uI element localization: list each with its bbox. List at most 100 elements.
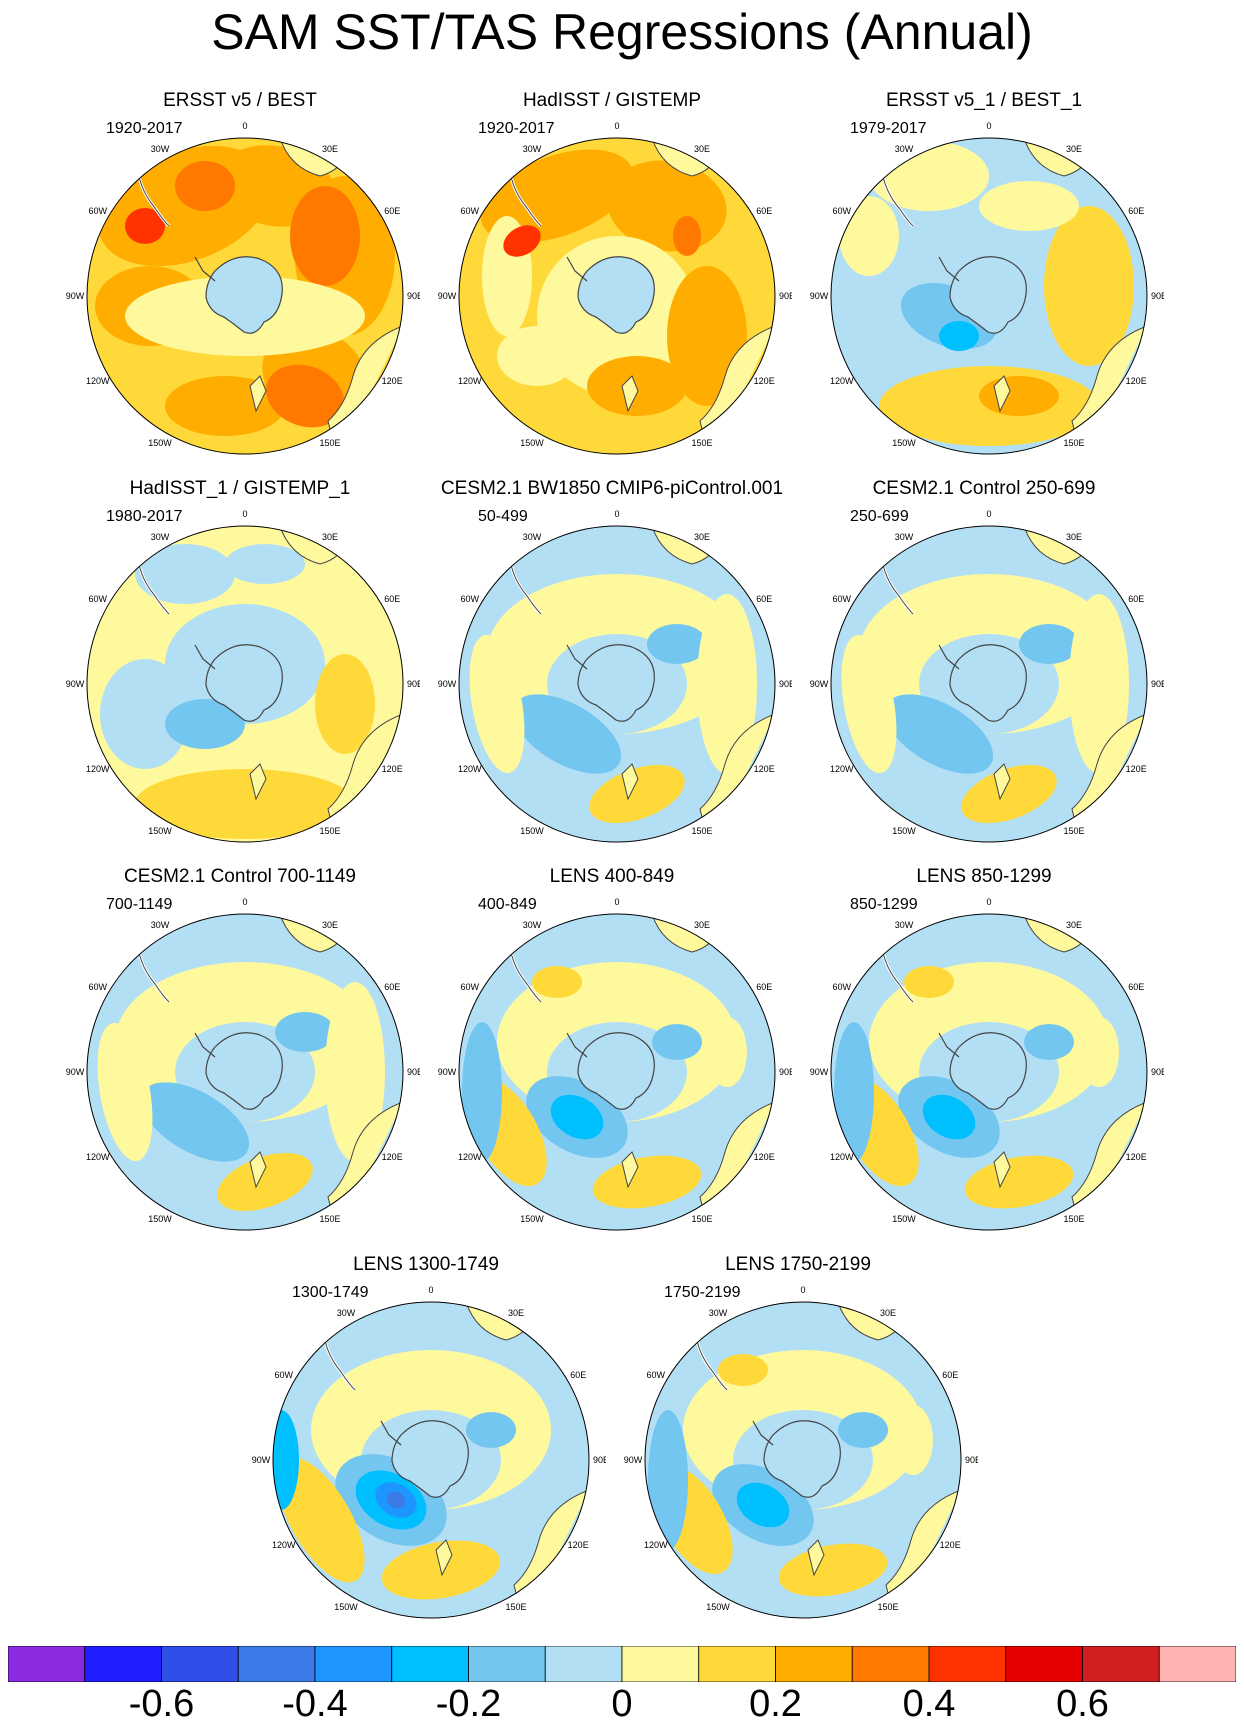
longitude-label: 90E <box>779 291 792 301</box>
longitude-label: 120W <box>830 1152 854 1162</box>
field-contour <box>135 769 355 839</box>
longitude-label: 60E <box>942 1370 958 1380</box>
field-contour <box>838 1412 888 1448</box>
map-panel: 0 30E 60E 90E 120E 150E 180 150W 120W 90W 60W 30W CE… <box>804 478 1164 850</box>
longitude-label: 150E <box>691 438 712 448</box>
panel-title: LENS 400-849 <box>549 866 675 887</box>
longitude-label: 30W <box>895 532 914 542</box>
field-contour <box>275 1012 335 1052</box>
longitude-label: 0 <box>614 121 619 131</box>
colorbar-swatch <box>237 1646 316 1682</box>
field-contour <box>497 326 577 386</box>
polar-map: 0 30E 60E 90E 120E 150E 180 150W 120W 90W 60W 30W <box>66 897 420 1238</box>
panel-title: CESM2.1 Control 250-699 <box>872 478 1096 499</box>
panel-title: CESM2.1 Control 700-1149 <box>124 866 356 887</box>
longitude-label: 90W <box>438 679 457 689</box>
antarctica <box>949 256 1027 334</box>
field-contour <box>839 196 899 276</box>
map-border <box>830 137 1148 455</box>
longitude-label: 30E <box>1066 920 1082 930</box>
field-contour <box>1019 624 1079 664</box>
longitude-label: 180 <box>981 1237 996 1238</box>
map-panel: 0 30E 60E 90E 120E 150E 180 150W 120W 90W 60W 30W ER… <box>60 90 420 462</box>
colorbar-label: -0.4 <box>282 1683 348 1725</box>
field-contour <box>979 181 1079 231</box>
longitude-label: 60W <box>89 982 108 992</box>
longitude-label: 180 <box>981 461 996 462</box>
longitude-label: 30W <box>151 920 170 930</box>
polar-map: 0 30E 60E 90E 120E 150E 180 150W 120W 90W 60W 30W <box>438 121 792 462</box>
longitude-label: 30E <box>1066 532 1082 542</box>
colorbar-label: 0.4 <box>902 1683 956 1725</box>
field-contour <box>462 1022 502 1162</box>
longitude-label: 120W <box>830 764 854 774</box>
field-contour <box>177 1110 233 1154</box>
longitude-label: 150W <box>520 438 544 448</box>
longitude-label: 30W <box>337 1308 356 1318</box>
antarctica <box>577 1032 655 1110</box>
longitude-label: 150E <box>319 438 340 448</box>
field-contour <box>841 634 897 774</box>
colorbar-swatch <box>621 1646 700 1682</box>
colorbar-swatch <box>1158 1646 1236 1682</box>
map-border <box>644 1301 962 1619</box>
field-contour <box>834 1022 874 1162</box>
longitude-label: 0 <box>614 509 619 519</box>
colorbar-swatch <box>84 1646 162 1682</box>
figure-title: SAM SST/TAS Regressions (Annual) <box>211 4 1033 60</box>
longitude-label: 60W <box>275 1370 294 1380</box>
longitude-label: 150E <box>1063 826 1084 836</box>
longitude-label: 150E <box>877 1602 898 1612</box>
longitude-label: 90W <box>624 1455 643 1465</box>
field-contour <box>904 966 954 998</box>
longitude-label: 150E <box>319 826 340 836</box>
map-panel: 0 30E 60E 90E 120E 150E 180 150W 120W 90W 60W 30W CE… <box>432 478 792 850</box>
polar-map: 0 30E 60E 90E 120E 150E 180 150W 120W 90W 60W 30W <box>438 509 792 850</box>
panel-period: 1300-1749 <box>292 1284 369 1301</box>
polar-map: 0 30E 60E 90E 120E 150E 180 150W 120W 90W 60W 30W <box>624 1285 978 1626</box>
panel-title: ERSST v5 / BEST <box>163 90 317 111</box>
field-contour <box>273 1410 299 1510</box>
longitude-label: 60E <box>1128 594 1144 604</box>
field-contour <box>277 1457 365 1583</box>
longitude-label: 60E <box>1128 206 1144 216</box>
longitude-label: 120W <box>86 764 110 774</box>
map-panel: 0 30E 60E 90E 120E 150E 180 150W 120W 90W 60W 30W ER… <box>804 90 1164 462</box>
field-contour <box>225 544 305 584</box>
longitude-label: 90W <box>66 1067 85 1077</box>
longitude-label: 90E <box>407 291 420 301</box>
field-contour <box>707 1017 747 1087</box>
longitude-label: 60E <box>756 206 772 216</box>
longitude-label: 180 <box>237 849 252 850</box>
longitude-label: 60E <box>756 594 772 604</box>
longitude-label: 90W <box>438 291 457 301</box>
field-contour <box>315 654 375 754</box>
longitude-label: 30W <box>151 532 170 542</box>
field-contour <box>964 1155 1074 1209</box>
longitude-label: 90W <box>252 1455 271 1465</box>
colorbar-swatch <box>1005 1646 1083 1682</box>
field-contour <box>469 634 525 774</box>
field-contour <box>778 1543 888 1597</box>
colorbar-label: -0.2 <box>435 1683 502 1725</box>
panel-period: 1979-2017 <box>850 120 927 137</box>
longitude-label: 90E <box>407 679 420 689</box>
longitude-label: 90E <box>779 1067 792 1077</box>
longitude-label: 120E <box>382 1152 403 1162</box>
longitude-label: 30W <box>523 532 542 542</box>
longitude-label: 150W <box>892 826 916 836</box>
panel-period: 1750-2199 <box>664 1284 741 1301</box>
longitude-label: 90W <box>810 679 829 689</box>
longitude-label: 0 <box>242 121 247 131</box>
longitude-label: 60W <box>833 594 852 604</box>
field-contour <box>869 141 989 211</box>
panel-period: 700-1149 <box>106 896 173 913</box>
field-contour <box>503 225 541 257</box>
panel-period: 850-1299 <box>850 896 918 913</box>
longitude-label: 90W <box>438 1067 457 1077</box>
longitude-label: 60E <box>1128 982 1144 992</box>
panel-title: HadISST / GISTEMP <box>522 90 702 111</box>
longitude-label: 60W <box>461 206 480 216</box>
longitude-label: 30E <box>508 1308 524 1318</box>
longitude-label: 30W <box>151 144 170 154</box>
